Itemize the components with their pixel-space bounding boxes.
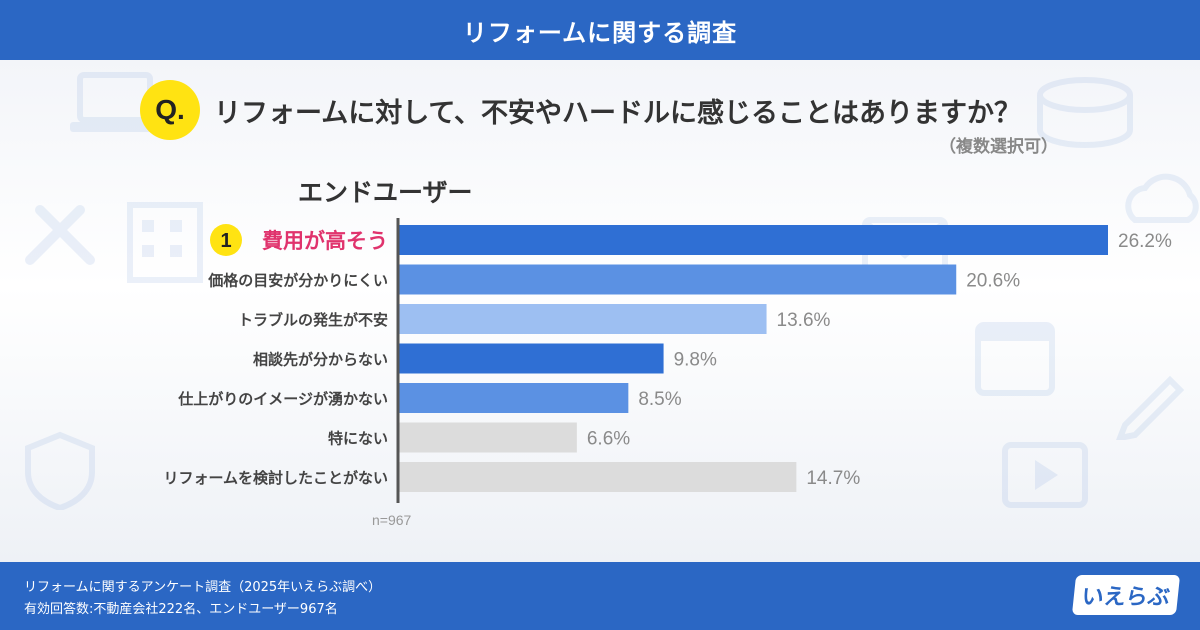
shield-icon [25,431,95,510]
question-note: （複数選択可） [939,137,1058,157]
question-text: リフォームに対して、不安やハードルに感じることはありますか？ [214,97,1022,129]
sample-size-label: n=967 [372,512,412,528]
footer-bar: リフォームに関するアンケート調査（2025年いえらぶ調べ） 有効回答数:不動産会… [0,562,1200,630]
calendar-icon [975,322,1055,396]
footer-respondents: 有効回答数:不動産会社222名、エンドユーザー967名 [24,602,338,617]
building-icon [127,202,203,283]
page-title: リフォームに関する調査 [462,18,738,47]
header-bar: リフォームに関する調査 [0,0,1200,60]
footer-survey-source: リフォームに関するアンケート調査（2025年いえらぶ調べ） [24,580,382,595]
segment-title: エンドユーザー [298,178,473,207]
question-badge: Q. [140,80,200,140]
envelope-icon [862,217,948,283]
pencil-icon [1116,375,1185,440]
cloud-icon [1125,173,1199,223]
question-row: Q. リフォームに対して、不安やハードルに感じることはありますか？ [140,80,1060,140]
coins-icon [1037,77,1133,148]
tools-icon [25,205,95,265]
brand-logo: いえらぶ [1071,575,1181,615]
video-icon [1002,442,1088,508]
